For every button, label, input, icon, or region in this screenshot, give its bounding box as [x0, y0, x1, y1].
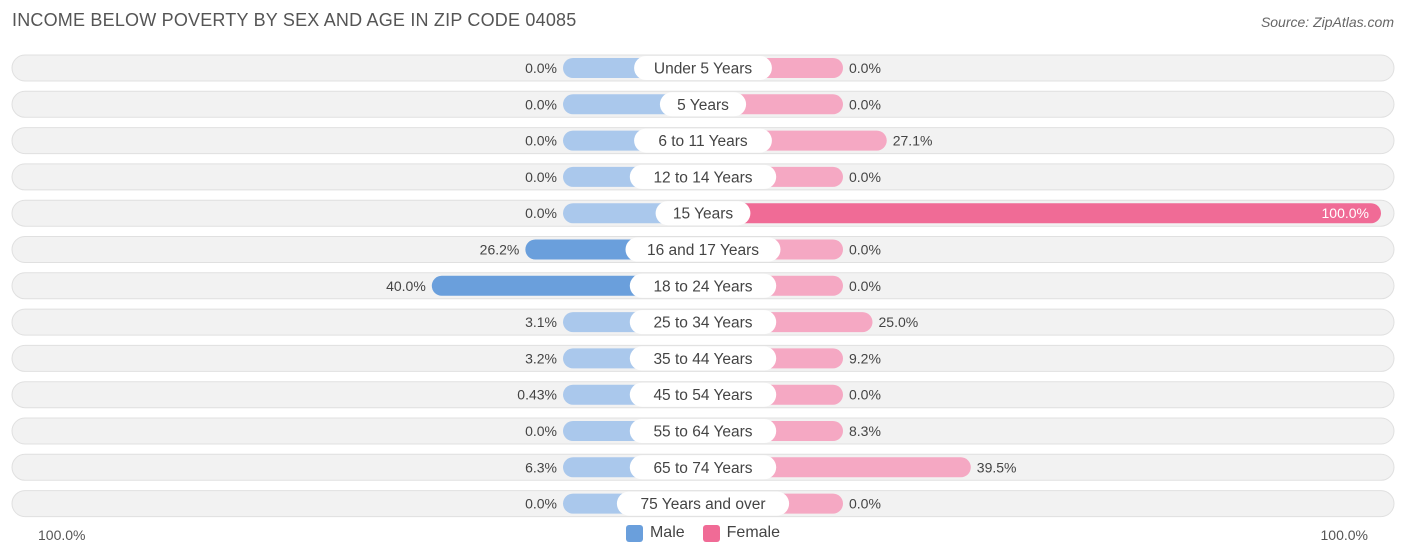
category-label: 6 to 11 Years: [658, 133, 748, 150]
male-value-label: 26.2%: [480, 242, 520, 258]
female-value-label: 0.0%: [849, 278, 881, 294]
female-value-label: 27.1%: [893, 133, 933, 149]
chart-row: 16 and 17 Years 26.2% 0.0%: [11, 236, 1395, 263]
chart-row: 15 Years 0.0% 100.0%: [11, 199, 1395, 227]
male-value-label: 0.0%: [525, 423, 557, 439]
category-label-bg: [629, 346, 777, 371]
axis-right-label: 100.0%: [1320, 527, 1368, 543]
female-value-label: 9.2%: [849, 350, 881, 366]
chart-title: INCOME BELOW POVERTY BY SEX AND AGE IN Z…: [12, 10, 577, 30]
category-label-bg: [629, 310, 777, 335]
category-label-bg: [629, 455, 777, 480]
category-label-bg: [659, 92, 747, 117]
male-value-label: 0.0%: [525, 169, 557, 185]
category-label: Under 5 Years: [654, 61, 752, 78]
source-note: Source: ZipAtlas.com: [1260, 14, 1394, 30]
category-label-bg: [634, 128, 772, 153]
category-label-bg: [629, 419, 777, 443]
chart-row: 65 to 74 Years 6.3% 39.5%: [11, 453, 1395, 481]
chart-row: 12 to 14 Years 0.0% 0.0%: [11, 163, 1395, 191]
female-value-label: 100.0%: [1322, 205, 1369, 221]
category-label: 15 Years: [673, 206, 734, 223]
chart-row: 18 to 24 Years 40.0% 0.0%: [11, 272, 1395, 300]
female-bar: [703, 203, 1381, 224]
chart-row: 75 Years and over 0.0% 0.0%: [11, 490, 1395, 518]
legend-label-female: Female: [726, 524, 781, 541]
category-label: 35 to 44 Years: [653, 351, 752, 368]
axis-left-label: 100.0%: [38, 527, 86, 543]
category-label-bg: [616, 491, 790, 516]
male-value-label: 40.0%: [386, 278, 426, 294]
legend-swatch-male: [625, 524, 643, 542]
legend: Male Female: [0, 524, 1406, 542]
category-label-bg: [629, 382, 777, 407]
category-label-bg: [629, 273, 777, 298]
category-label: 75 Years and over: [641, 496, 766, 513]
chart-row: 5 Years 0.0% 0.0%: [11, 90, 1395, 118]
female-value-label: 0.0%: [849, 169, 881, 185]
chart-row: 25 to 34 Years 3.1% 25.0%: [11, 308, 1395, 336]
chart-row: 55 to 64 Years 0.0% 8.3%: [11, 417, 1395, 445]
male-value-label: 0.0%: [525, 60, 557, 76]
category-label-bg: [625, 237, 781, 262]
legend-swatch-female: [702, 524, 720, 542]
male-value-label: 0.43%: [517, 387, 557, 403]
category-label: 45 to 54 Years: [653, 387, 752, 404]
female-value-label: 8.3%: [849, 423, 881, 439]
male-value-label: 0.0%: [525, 96, 557, 112]
male-value-label: 6.3%: [525, 459, 557, 475]
legend-item-male: Male: [625, 524, 685, 542]
category-label: 25 to 34 Years: [653, 315, 752, 332]
male-value-label: 0.0%: [525, 205, 557, 221]
female-value-label: 0.0%: [849, 387, 881, 403]
female-value-label: 0.0%: [849, 96, 881, 112]
category-label-bg: [655, 201, 751, 226]
female-value-label: 0.0%: [849, 242, 881, 258]
chart-row: 45 to 54 Years 0.43% 0.0%: [11, 381, 1395, 409]
category-label: 18 to 24 Years: [653, 278, 752, 295]
male-value-label: 3.1%: [525, 314, 557, 330]
legend-label-male: Male: [649, 524, 685, 541]
legend-item-female: Female: [702, 524, 781, 542]
category-label: 16 and 17 Years: [647, 242, 759, 259]
female-value-label: 39.5%: [977, 459, 1017, 475]
category-label: 65 to 74 Years: [653, 460, 752, 477]
category-label: 12 to 14 Years: [653, 169, 752, 186]
male-value-label: 3.2%: [525, 350, 557, 366]
category-label-bg: [629, 164, 777, 189]
chart-row: 35 to 44 Years 3.2% 9.2%: [11, 344, 1395, 372]
male-value-label: 0.0%: [525, 496, 557, 512]
category-label-bg: [634, 56, 772, 80]
category-label: 5 Years: [677, 97, 729, 114]
female-value-label: 0.0%: [849, 496, 881, 512]
chart-row: 6 to 11 Years 0.0% 27.1%: [11, 127, 1395, 155]
female-value-label: 25.0%: [879, 314, 919, 330]
chart-row: Under 5 Years 0.0% 0.0%: [11, 54, 1395, 82]
category-label: 55 to 64 Years: [653, 424, 752, 441]
male-value-label: 0.0%: [525, 133, 557, 149]
female-value-label: 0.0%: [849, 60, 881, 76]
